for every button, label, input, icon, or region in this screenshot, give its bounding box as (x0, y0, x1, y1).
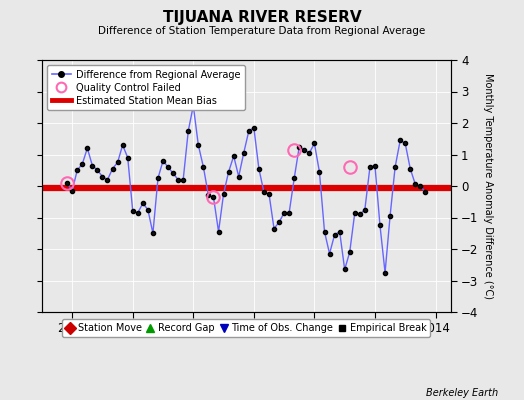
Text: Difference of Station Temperature Data from Regional Average: Difference of Station Temperature Data f… (99, 26, 425, 36)
Legend: Station Move, Record Gap, Time of Obs. Change, Empirical Break: Station Move, Record Gap, Time of Obs. C… (62, 319, 430, 337)
Text: Berkeley Earth: Berkeley Earth (425, 388, 498, 398)
Y-axis label: Monthly Temperature Anomaly Difference (°C): Monthly Temperature Anomaly Difference (… (483, 73, 493, 299)
Text: TIJUANA RIVER RESERV: TIJUANA RIVER RESERV (162, 10, 362, 25)
